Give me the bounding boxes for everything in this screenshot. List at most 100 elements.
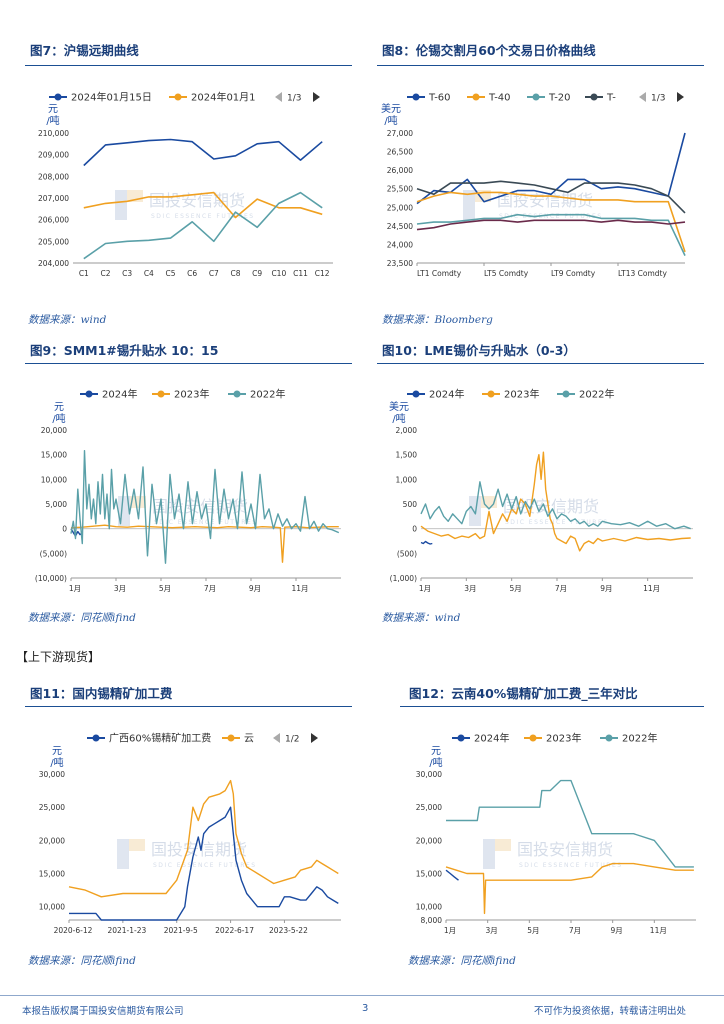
legend-marker	[529, 734, 537, 742]
series-line-series-4	[416, 219, 686, 231]
y-tick-label: (5,000)	[40, 549, 67, 558]
x-tick-label: 1月	[419, 584, 431, 593]
y-tick-label: 15,000	[41, 451, 67, 460]
legend-label[interactable]: 广西60%锡精矿加工费	[109, 732, 211, 745]
y-tick-label: 20,000	[41, 426, 67, 435]
fig7-rule	[25, 65, 352, 66]
legend-marker	[412, 93, 420, 101]
y-tick-label: 25,000	[39, 803, 65, 812]
legend-next-icon[interactable]	[313, 92, 320, 102]
watermark-logo-icon	[463, 190, 475, 220]
x-tick-label: C2	[100, 269, 110, 278]
y-unit-label: 美元	[389, 400, 409, 413]
fig8-rule	[377, 65, 704, 66]
x-tick-label: C10	[271, 269, 286, 278]
legend-marker	[605, 734, 613, 742]
series-line-2023年	[420, 451, 691, 552]
legend-label[interactable]: 2023年	[504, 388, 539, 401]
y-tick-label: 15,000	[416, 870, 442, 879]
x-tick-label: 7月	[569, 926, 581, 935]
x-tick-label: C3	[122, 269, 132, 278]
watermark-logo-icon	[130, 496, 146, 508]
watermark-text: 国投安信期货	[503, 497, 599, 516]
y-tick-label: 10,000	[416, 903, 442, 912]
x-tick-label: 5月	[510, 584, 522, 593]
x-tick-label: C5	[165, 269, 175, 278]
legend-prev-icon[interactable]	[273, 733, 280, 743]
legend-next-icon[interactable]	[677, 92, 684, 102]
series-line-2023年	[70, 524, 339, 563]
legend-marker	[174, 93, 182, 101]
y-tick-label: 20,000	[416, 836, 442, 845]
x-tick-label: 2023-5-22	[269, 926, 308, 935]
y-unit-label: 元	[54, 402, 64, 413]
legend-label[interactable]: 2023年	[174, 388, 209, 401]
legend-label[interactable]: 2023年	[546, 732, 581, 745]
fig10-title: 图10：LME锡价与升贴水（0-3）	[382, 343, 576, 358]
legend-pager: 1/3	[651, 94, 665, 104]
legend-marker	[590, 93, 598, 101]
x-tick-label: 11月	[291, 584, 308, 593]
legend-prev-icon[interactable]	[275, 92, 282, 102]
legend-marker	[54, 93, 62, 101]
watermark-logo-icon	[469, 496, 481, 526]
legend: 广西60%锡精矿加工费 云 1/2	[87, 732, 318, 745]
y-tick-label: 26,000	[387, 166, 413, 175]
series-line-2024年01月15日	[83, 138, 323, 167]
series-line-series-2	[83, 191, 323, 260]
legend: 2024年 2023年 2022年	[80, 388, 285, 401]
legend-label[interactable]: T-40	[488, 93, 511, 104]
legend-label[interactable]: T-	[606, 93, 616, 104]
y-unit-label: 元	[48, 104, 58, 115]
series-line-2024年01月1	[83, 191, 323, 219]
section-label: 【上下游现货】	[16, 650, 101, 664]
legend-prev-icon[interactable]	[639, 92, 646, 102]
legend-label[interactable]: 云	[244, 734, 254, 745]
legend-label[interactable]: 2024年01月1	[191, 91, 256, 104]
legend-label[interactable]: 2024年01月15日	[71, 91, 152, 104]
x-tick-label: LT1 Comdty	[417, 269, 462, 278]
legend-marker	[532, 93, 540, 101]
watermark: 国投安信期货 SDIC ESSENCE FUTURES	[469, 496, 607, 526]
legend-label[interactable]: 2022年	[622, 732, 657, 745]
fig7-source: 数据来源：wind	[28, 314, 107, 326]
legend-label[interactable]: 2024年	[474, 732, 509, 745]
legend-label[interactable]: 2022年	[579, 388, 614, 401]
y-tick-label: 1,000	[396, 475, 418, 484]
fig8-source: 数据来源：Bloomberg	[382, 314, 493, 326]
legend: 2024年 2023年 2022年	[452, 732, 657, 745]
fig12-rule	[400, 706, 704, 707]
watermark-text: 国投安信期货	[497, 191, 593, 210]
legend-label[interactable]: 2022年	[250, 388, 285, 401]
legend: 2024年01月15日 2024年01月1 1/3	[49, 91, 320, 104]
y-tick-label: 2,000	[396, 426, 418, 435]
legend-marker	[85, 390, 93, 398]
y-tick-label: 24,500	[387, 222, 413, 231]
legend-pager: 1/3	[287, 94, 301, 104]
y-tick-label: 30,000	[416, 770, 442, 779]
y-unit-label: /吨	[384, 114, 397, 127]
x-tick-label: LT5 Comdty	[484, 269, 529, 278]
series-line-T-40	[416, 191, 686, 253]
y-unit-label: /吨	[46, 114, 59, 127]
legend-label[interactable]: T-60	[428, 93, 451, 104]
watermark-logo-icon	[115, 190, 127, 220]
x-tick-label: 1月	[69, 584, 81, 593]
legend-next-icon[interactable]	[311, 733, 318, 743]
legend-label[interactable]: T-20	[548, 93, 571, 104]
x-tick-label: 2020-6-12	[54, 926, 93, 935]
legend-marker	[457, 734, 465, 742]
legend-label[interactable]: 2024年	[429, 388, 464, 401]
legend-label[interactable]: 2024年	[102, 388, 137, 401]
x-tick-label: 9月	[600, 584, 612, 593]
fig11-chart: 国投安信期货 SDIC ESSENCE FUTURES 10,000 15,000 20…	[39, 732, 341, 935]
fig11-rule	[25, 706, 352, 707]
footer-disclaimer: 不可作为投资依据，转载请注明出处	[534, 1006, 687, 1017]
fig9-rule	[25, 363, 352, 364]
y-unit-label: 元	[431, 746, 441, 757]
y-unit-label: /吨	[50, 756, 63, 769]
y-unit-label: 元	[52, 746, 62, 757]
series-line-2024年	[420, 540, 433, 545]
footer-page-number: 3	[362, 1003, 369, 1014]
y-tick-label: 23,500	[387, 259, 413, 268]
